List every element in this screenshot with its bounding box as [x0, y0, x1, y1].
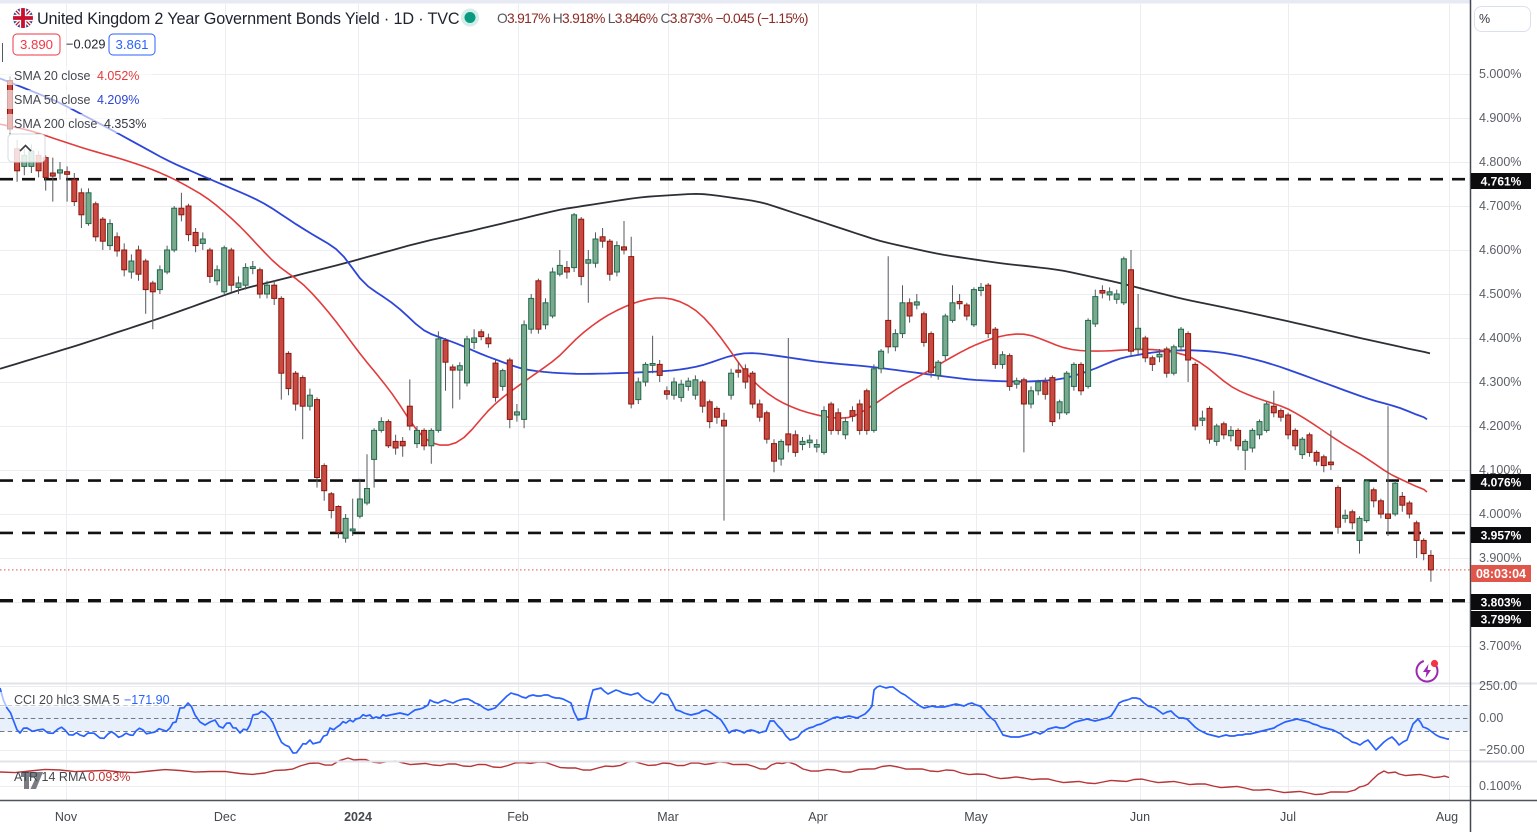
svg-text:3.803%: 3.803% — [1481, 596, 1522, 610]
svg-text:4.700%: 4.700% — [1479, 199, 1521, 213]
svg-text:2024: 2024 — [344, 810, 372, 824]
svg-text:4.900%: 4.900% — [1479, 111, 1521, 125]
svg-text:3.799%: 3.799% — [1481, 613, 1522, 627]
svg-text:May: May — [964, 810, 988, 824]
svg-text:Dec: Dec — [214, 810, 236, 824]
svg-text:5.000%: 5.000% — [1479, 67, 1521, 81]
svg-text:250.00: 250.00 — [1479, 679, 1517, 693]
svg-text:−250.00: −250.00 — [1479, 743, 1525, 757]
svg-text:Mar: Mar — [657, 810, 679, 824]
svg-text:4.761%: 4.761% — [1481, 175, 1522, 189]
svg-text:4.000%: 4.000% — [1479, 507, 1521, 521]
svg-text:Nov: Nov — [55, 810, 78, 824]
svg-text:3.861: 3.861 — [115, 37, 148, 52]
svg-text:3.700%: 3.700% — [1479, 639, 1521, 653]
svg-text:0.00: 0.00 — [1479, 711, 1503, 725]
svg-text:4.100%: 4.100% — [1479, 463, 1521, 477]
svg-text:SMA 200 close: SMA 200 close — [14, 117, 97, 131]
svg-text:4.353%: 4.353% — [104, 117, 146, 131]
svg-text:United Kingdom 2 Year Governme: United Kingdom 2 Year Government Bonds Y… — [37, 10, 460, 28]
svg-text:3.890: 3.890 — [20, 37, 53, 52]
svg-text:CCI 20 hlc3 SMA 5: CCI 20 hlc3 SMA 5 — [14, 693, 120, 707]
svg-text:SMA 50 close: SMA 50 close — [14, 93, 90, 107]
svg-text:4.052%: 4.052% — [97, 69, 139, 83]
svg-text:Jul: Jul — [1280, 810, 1296, 824]
svg-text:%: % — [1479, 12, 1490, 26]
svg-text:08:03:04: 08:03:04 — [1476, 567, 1526, 581]
svg-text:Apr: Apr — [808, 810, 827, 824]
svg-text:0.093%: 0.093% — [88, 770, 130, 784]
svg-text:Feb: Feb — [507, 810, 529, 824]
svg-text:3.957%: 3.957% — [1481, 529, 1522, 543]
svg-text:4.300%: 4.300% — [1479, 375, 1521, 389]
svg-text:ATR 14 RMA: ATR 14 RMA — [14, 770, 87, 784]
svg-text:4.209%: 4.209% — [97, 93, 139, 107]
svg-text:4.400%: 4.400% — [1479, 331, 1521, 345]
svg-text:3.900%: 3.900% — [1479, 551, 1521, 565]
svg-text:Aug: Aug — [1436, 810, 1458, 824]
svg-text:Jun: Jun — [1130, 810, 1150, 824]
svg-text:4.076%: 4.076% — [1481, 476, 1522, 490]
svg-text:SMA 20 close: SMA 20 close — [14, 69, 90, 83]
svg-text:O3.917% H3.918% L3.846% C3.873: O3.917% H3.918% L3.846% C3.873% −0.045 (… — [497, 11, 808, 26]
svg-text:4.800%: 4.800% — [1479, 155, 1521, 169]
svg-text:0.100%: 0.100% — [1479, 779, 1521, 793]
svg-text:4.200%: 4.200% — [1479, 419, 1521, 433]
svg-text:−0.029: −0.029 — [66, 37, 106, 52]
svg-text:4.500%: 4.500% — [1479, 287, 1521, 301]
svg-text:−171.90: −171.90 — [124, 693, 170, 707]
svg-text:4.600%: 4.600% — [1479, 243, 1521, 257]
